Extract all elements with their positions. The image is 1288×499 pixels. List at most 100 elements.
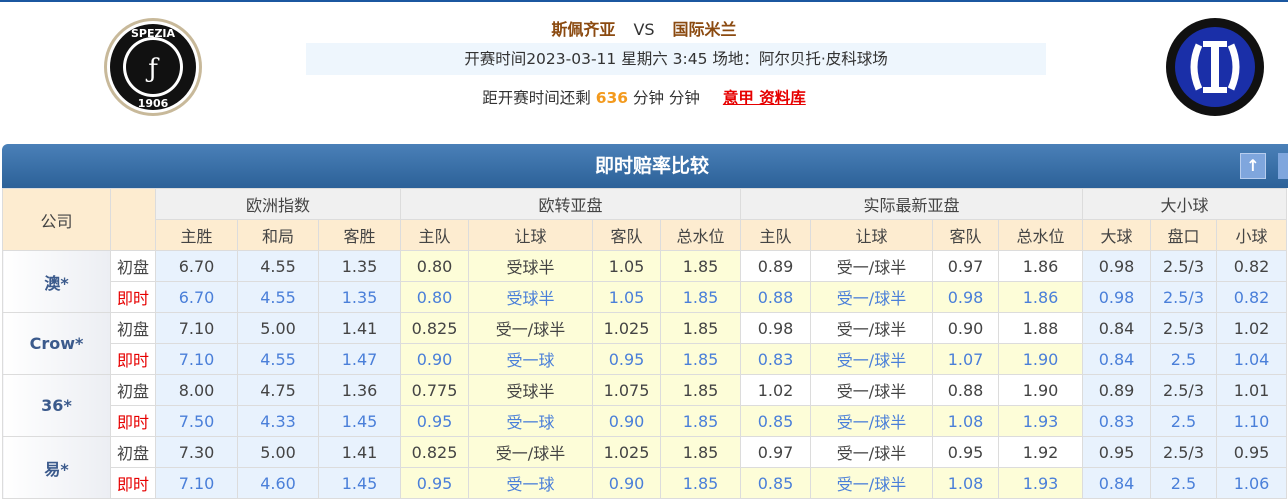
odds-cell[interactable]: 0.95 [1082,436,1151,468]
odds-cell[interactable]: 6.70 [155,250,238,282]
odds-cell[interactable]: 0.825 [400,312,469,344]
odds-cell[interactable]: 1.85 [660,374,741,406]
odds-cell[interactable]: 0.98 [740,312,811,344]
odds-cell[interactable]: 1.05 [592,250,661,282]
odds-cell[interactable]: 0.80 [400,250,469,282]
odds-cell[interactable]: 受一/球半 [468,436,593,468]
company-name[interactable]: 澳* [2,250,111,313]
odds-cell[interactable]: 1.93 [998,405,1083,437]
odds-cell[interactable]: 0.98 [932,281,999,313]
odds-cell[interactable]: 1.47 [318,343,401,375]
odds-cell[interactable]: 1.06 [1216,467,1287,499]
odds-cell[interactable]: 1.41 [318,436,401,468]
odds-cell[interactable]: 1.07 [932,343,999,375]
odds-cell[interactable]: 0.98 [1082,281,1151,313]
odds-cell[interactable]: 0.95 [1216,436,1287,468]
odds-cell[interactable]: 1.85 [660,405,741,437]
odds-cell[interactable]: 4.75 [237,374,319,406]
odds-cell[interactable]: 1.90 [998,343,1083,375]
odds-cell[interactable]: 0.98 [1082,250,1151,282]
odds-cell[interactable]: 0.84 [1082,343,1151,375]
odds-cell[interactable]: 2.5 [1150,405,1217,437]
odds-cell[interactable]: 1.86 [998,281,1083,313]
odds-cell[interactable]: 7.10 [155,312,238,344]
odds-cell[interactable]: 2.5 [1150,343,1217,375]
odds-cell[interactable]: 2.5/3 [1150,436,1217,468]
odds-cell[interactable]: 受一球 [468,343,593,375]
odds-cell[interactable]: 0.83 [1082,405,1151,437]
odds-cell[interactable]: 4.55 [237,250,319,282]
odds-cell[interactable]: 0.80 [400,281,469,313]
odds-cell[interactable]: 0.84 [1082,312,1151,344]
odds-cell[interactable]: 1.85 [660,281,741,313]
odds-cell[interactable]: 0.85 [740,405,811,437]
odds-cell[interactable]: 1.02 [1216,312,1287,344]
odds-cell[interactable]: 受一/球半 [810,405,933,437]
odds-cell[interactable]: 受一/球半 [810,436,933,468]
company-name[interactable]: 36* [2,374,111,437]
odds-cell[interactable]: 1.10 [1216,405,1287,437]
company-name[interactable]: 易* [2,436,111,499]
odds-cell[interactable]: 1.45 [318,405,401,437]
odds-cell[interactable]: 0.90 [400,343,469,375]
odds-cell[interactable]: 0.83 [740,343,811,375]
odds-cell[interactable]: 0.97 [740,436,811,468]
odds-cell[interactable]: 1.025 [592,312,661,344]
odds-cell[interactable]: 受球半 [468,374,593,406]
odds-cell[interactable]: 1.85 [660,250,741,282]
odds-cell[interactable]: 7.50 [155,405,238,437]
odds-cell[interactable]: 0.89 [1082,374,1151,406]
odds-cell[interactable]: 0.88 [932,374,999,406]
odds-cell[interactable]: 0.82 [1216,250,1287,282]
odds-cell[interactable]: 1.075 [592,374,661,406]
odds-cell[interactable]: 0.82 [1216,281,1287,313]
odds-cell[interactable]: 2.5/3 [1150,250,1217,282]
odds-cell[interactable]: 1.90 [998,374,1083,406]
odds-cell[interactable]: 0.825 [400,436,469,468]
odds-cell[interactable]: 2.5/3 [1150,281,1217,313]
odds-cell[interactable]: 受一/球半 [468,312,593,344]
odds-cell[interactable]: 0.775 [400,374,469,406]
odds-cell[interactable]: 受球半 [468,281,593,313]
league-database-link[interactable]: 意甲 资料库 [722,89,806,107]
odds-cell[interactable]: 0.95 [400,405,469,437]
odds-cell[interactable]: 受一/球半 [810,281,933,313]
odds-cell[interactable]: 0.95 [932,436,999,468]
odds-cell[interactable]: 1.05 [592,281,661,313]
odds-cell[interactable]: 1.85 [660,343,741,375]
odds-cell[interactable]: 1.85 [660,312,741,344]
odds-cell[interactable]: 1.41 [318,312,401,344]
odds-cell[interactable]: 1.92 [998,436,1083,468]
odds-cell[interactable]: 0.90 [592,405,661,437]
odds-cell[interactable]: 1.35 [318,250,401,282]
away-team-logo[interactable] [1165,17,1265,117]
secondary-button[interactable] [1278,153,1288,179]
odds-cell[interactable]: 受球半 [468,250,593,282]
away-team-name[interactable]: 国际米兰 [672,20,737,39]
odds-cell[interactable]: 4.55 [237,281,319,313]
odds-cell[interactable]: 1.025 [592,436,661,468]
odds-cell[interactable]: 6.70 [155,281,238,313]
odds-cell[interactable]: 0.97 [932,250,999,282]
odds-cell[interactable]: 0.90 [932,312,999,344]
odds-cell[interactable]: 1.85 [660,436,741,468]
odds-cell[interactable]: 1.35 [318,281,401,313]
odds-cell[interactable]: 受一/球半 [810,343,933,375]
odds-cell[interactable]: 4.55 [237,343,319,375]
odds-cell[interactable]: 受一/球半 [810,250,933,282]
home-team-name[interactable]: 斯佩齐亚 [551,20,616,39]
odds-cell[interactable]: 2.5/3 [1150,312,1217,344]
odds-cell[interactable]: 7.10 [155,343,238,375]
odds-cell[interactable]: 1.08 [932,405,999,437]
odds-cell[interactable]: 1.36 [318,374,401,406]
odds-cell[interactable]: 5.00 [237,436,319,468]
odds-cell[interactable]: 1.02 [740,374,811,406]
odds-cell[interactable]: 受一/球半 [810,312,933,344]
home-team-logo[interactable]: SPEZIA 1906 ƒ [103,17,203,117]
odds-cell[interactable]: 5.00 [237,312,319,344]
odds-cell[interactable]: 0.95 [592,343,661,375]
odds-cell[interactable]: 0.88 [740,281,811,313]
arrow-up-icon[interactable]: ↑ [1240,153,1266,179]
odds-cell[interactable]: 8.00 [155,374,238,406]
odds-cell[interactable]: 1.86 [998,250,1083,282]
